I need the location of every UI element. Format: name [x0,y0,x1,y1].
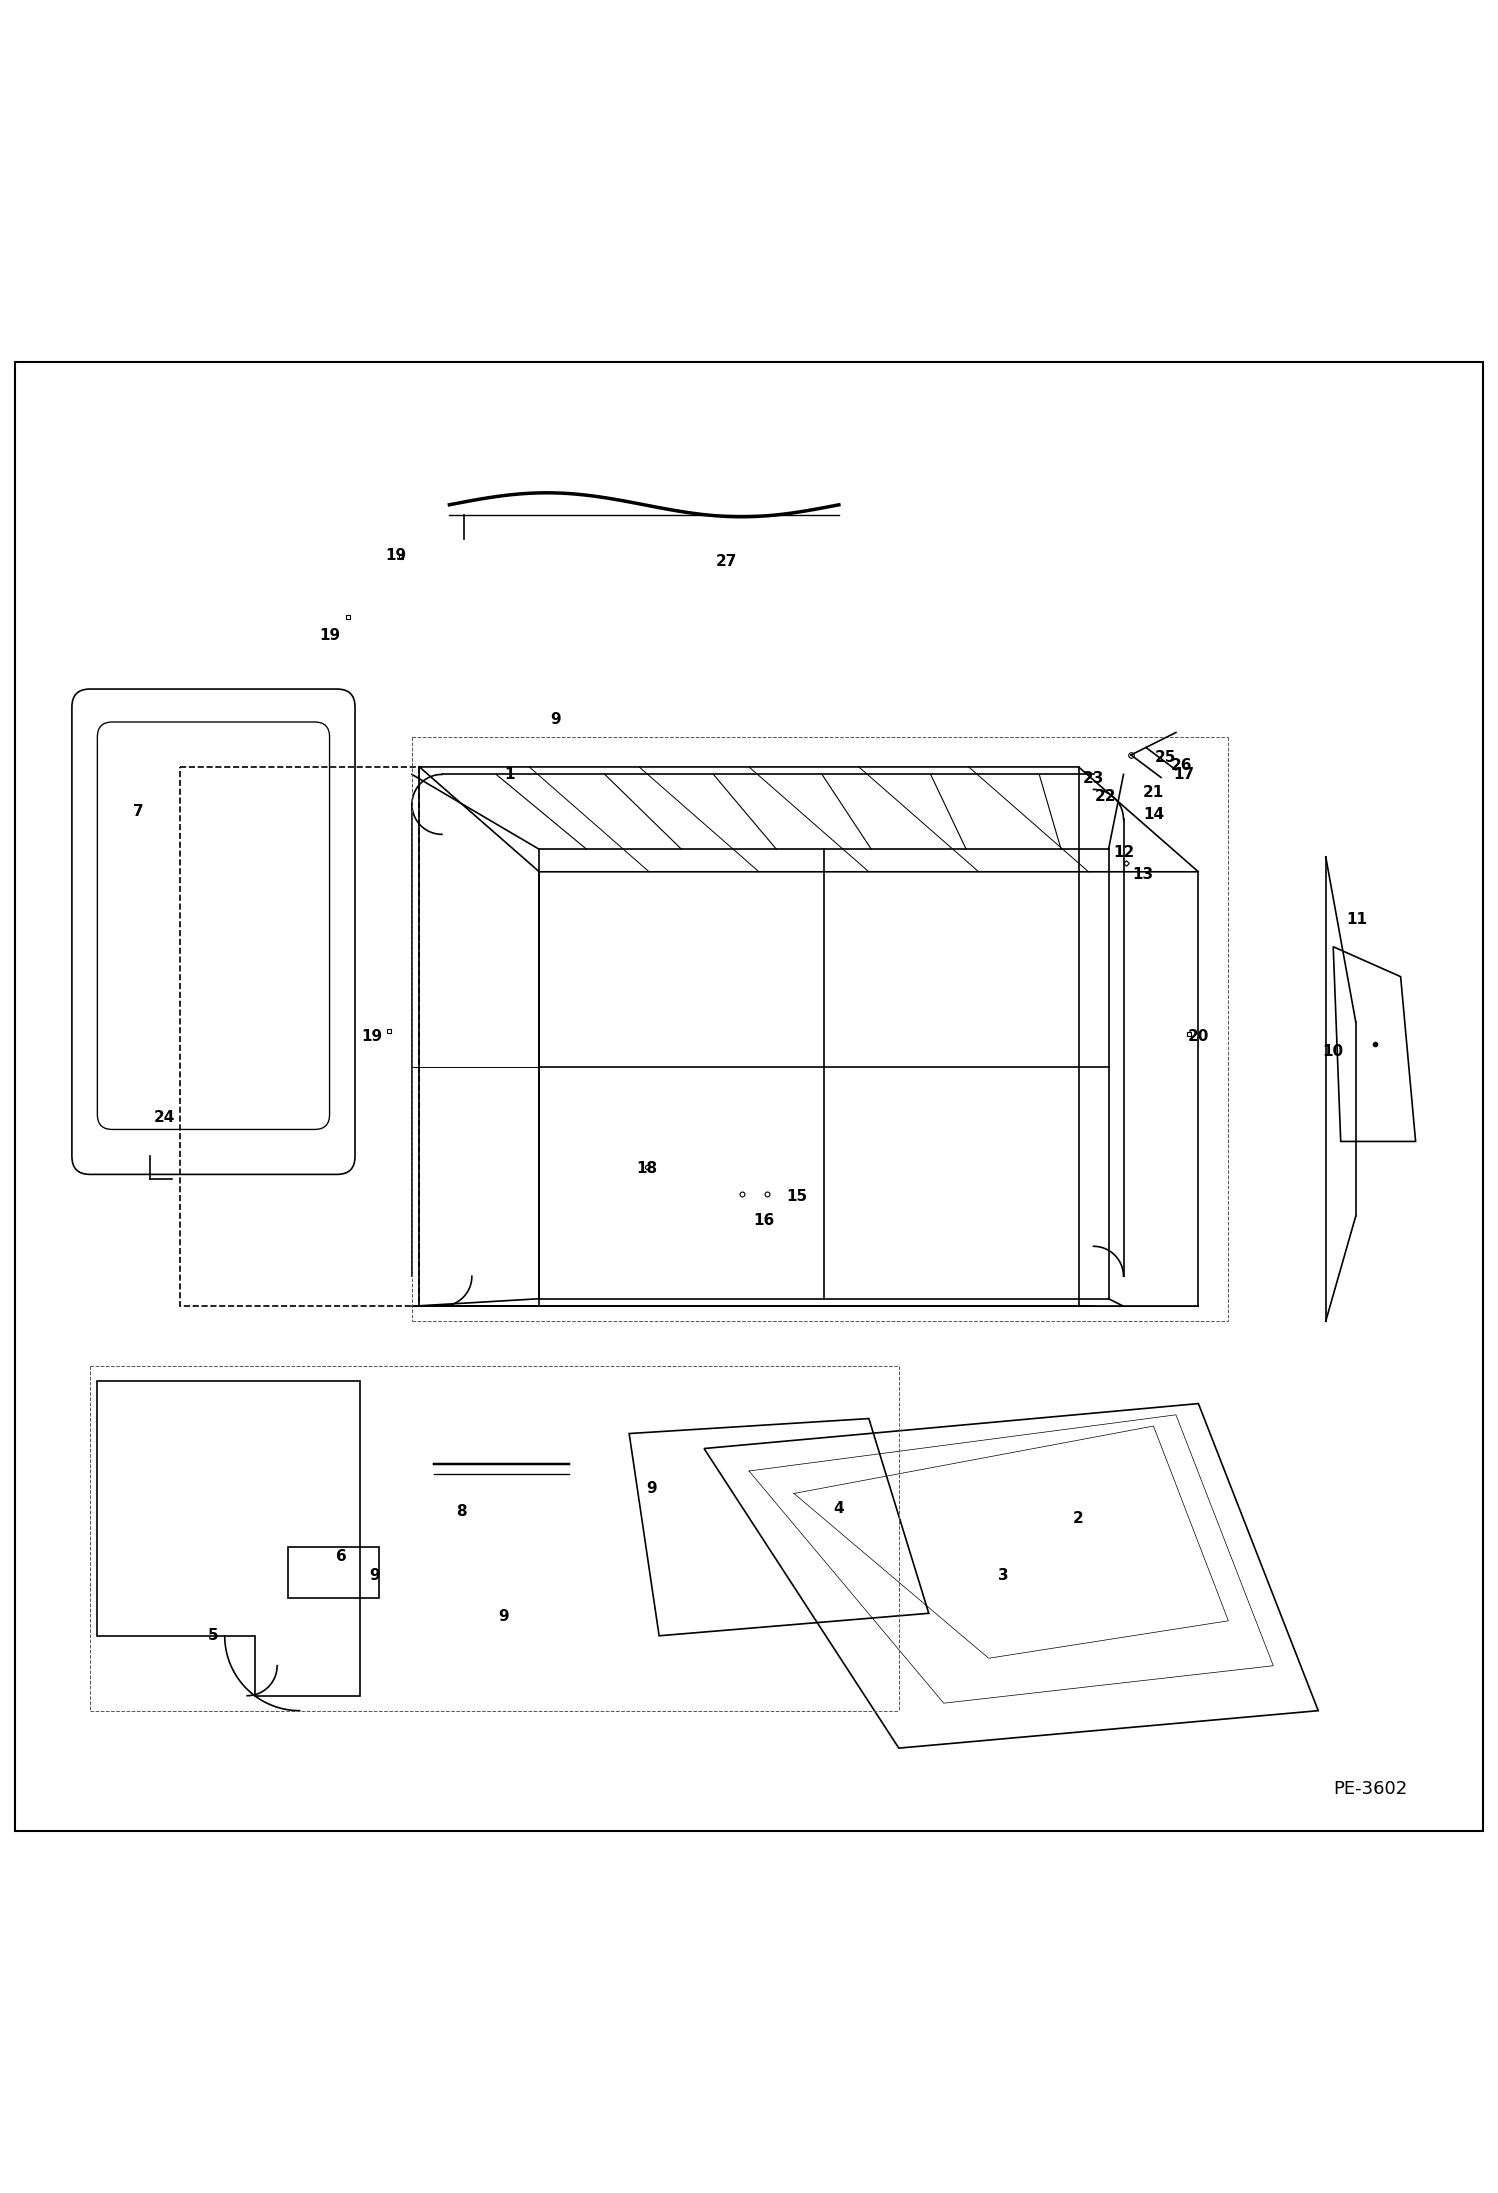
Text: 13: 13 [1132,866,1153,882]
Text: 1: 1 [503,768,515,783]
Text: 9: 9 [497,1610,509,1623]
Text: 17: 17 [1173,768,1194,783]
Text: 15: 15 [786,1189,807,1204]
Text: 9: 9 [550,711,562,726]
Text: 16: 16 [753,1213,774,1228]
Text: 23: 23 [1083,772,1104,787]
Text: 4: 4 [833,1500,845,1515]
Text: 20: 20 [1188,1029,1209,1044]
Text: 9: 9 [369,1568,380,1583]
Text: 11: 11 [1347,912,1368,928]
Text: 7: 7 [132,805,144,820]
Text: 5: 5 [207,1627,219,1643]
Text: 9: 9 [646,1482,658,1496]
Text: 25: 25 [1155,750,1176,765]
Text: 14: 14 [1143,807,1164,822]
Text: 24: 24 [154,1110,175,1125]
Text: 21: 21 [1143,785,1164,800]
Text: 26: 26 [1171,759,1192,772]
Text: 27: 27 [716,555,737,570]
Text: 18: 18 [637,1160,658,1175]
Text: 19: 19 [385,548,406,564]
Text: PE-3602: PE-3602 [1333,1779,1408,1798]
Text: 10: 10 [1323,1044,1344,1059]
Text: 3: 3 [998,1568,1010,1583]
Text: 22: 22 [1095,789,1116,805]
Text: 12: 12 [1113,844,1134,860]
Text: 6: 6 [336,1548,348,1564]
Text: 19: 19 [361,1029,382,1044]
Text: 19: 19 [319,627,340,643]
Text: 8: 8 [455,1504,467,1520]
Text: 2: 2 [1073,1511,1085,1526]
